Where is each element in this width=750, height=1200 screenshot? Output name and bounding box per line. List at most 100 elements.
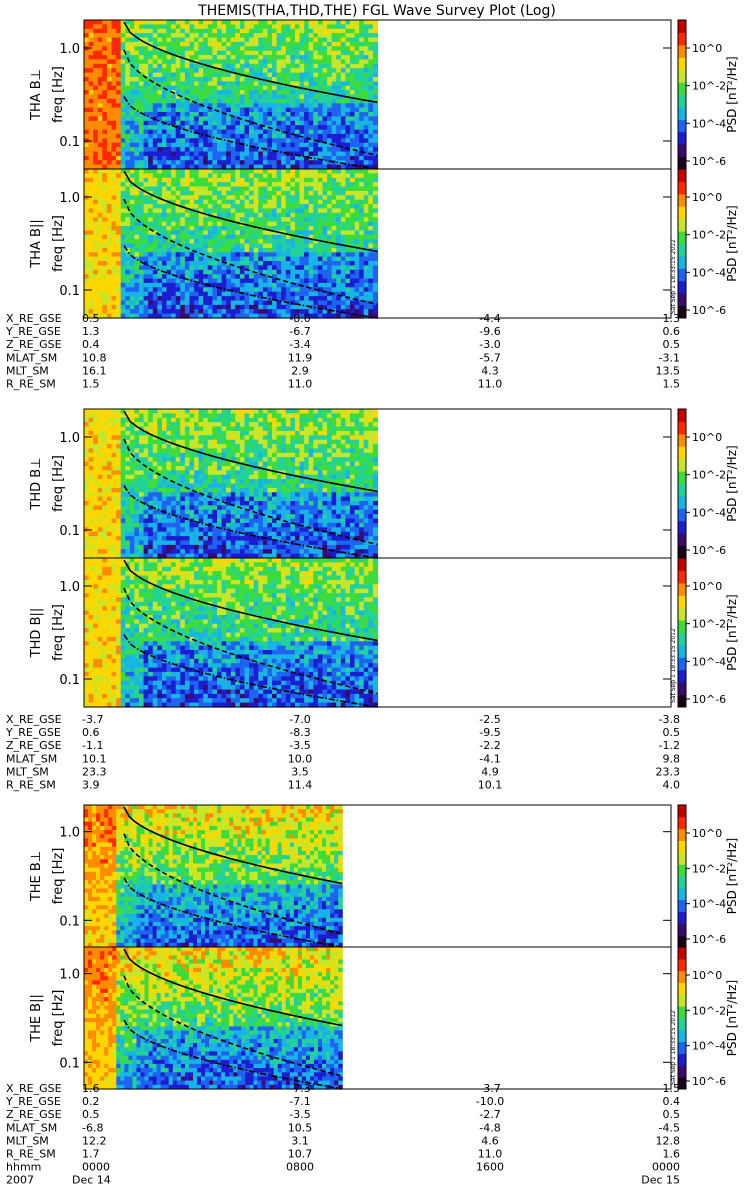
spectrogram-cell (88, 514, 94, 520)
spectrogram-cell (203, 252, 209, 258)
spectrogram-cell (97, 98, 103, 104)
colorbar-label: PSD [nT²/Hz] (725, 205, 739, 281)
spectrogram-cell (322, 37, 328, 43)
spectrogram-cell (125, 239, 131, 245)
spectrogram-cell (148, 457, 154, 463)
spectrogram-cell (84, 55, 90, 61)
spectrogram-cell (230, 68, 236, 74)
spectrogram-cell (139, 287, 145, 293)
spectrogram-cell (184, 41, 191, 47)
spectrogram-cell (372, 221, 379, 227)
spectrogram-cell (194, 269, 200, 275)
spectrogram-cell (354, 20, 360, 25)
spectrogram-cell (327, 151, 333, 157)
spectrogram-cell (143, 549, 149, 555)
spectrogram-cell (93, 94, 99, 100)
spectrogram-cell (308, 204, 314, 210)
spectrogram-cell (304, 63, 310, 69)
spectrogram-cell (157, 417, 163, 423)
spectrogram-cell (166, 151, 172, 157)
spectrogram-cell (106, 444, 113, 450)
spectrogram-cell (345, 300, 351, 306)
spectrogram-cell (93, 234, 99, 240)
spectrogram-cell (249, 208, 255, 214)
spectrogram-cell (198, 217, 204, 223)
spectrogram-cell (180, 261, 186, 266)
spectrogram-cell (125, 252, 131, 258)
spectrogram-cell (143, 287, 149, 293)
spectrogram-cell (106, 509, 113, 515)
spectrogram-cell (207, 234, 213, 240)
spectrogram-cell (281, 243, 287, 249)
spectrogram-cell (166, 208, 172, 214)
spectrogram-cell (217, 243, 223, 249)
spectrogram-cell (129, 544, 136, 550)
spectrogram-cell (235, 129, 241, 135)
spectrogram-cell (84, 41, 90, 47)
spectrogram-cell (372, 182, 379, 188)
spectrogram-cell (249, 252, 255, 258)
spectrogram-cell (116, 94, 122, 100)
spectrogram-cell (129, 522, 136, 528)
spectrogram-cell (313, 234, 319, 240)
spectrogram-cell (253, 116, 259, 122)
spectrogram-cell (152, 90, 158, 96)
spectrogram-cell (97, 501, 103, 506)
spectrogram-cell (262, 256, 269, 262)
spectrogram-cell (180, 120, 186, 126)
spectrogram-cell (143, 182, 149, 188)
spectrogram-cell (203, 59, 209, 65)
spectrogram-cell (97, 487, 103, 493)
spectrogram-cell (148, 85, 154, 91)
spectrogram-cell (230, 309, 236, 315)
spectrogram-cell (249, 160, 255, 166)
spectrogram-cell (212, 243, 218, 249)
spectrogram-cell (368, 41, 374, 47)
spectrogram-cell (207, 291, 213, 297)
spectrogram-cell (180, 247, 186, 253)
tha-bperp-label: THA B⊥ (29, 69, 44, 121)
spectrogram-cell (217, 208, 223, 214)
spectrogram-cell (148, 300, 154, 306)
spectrogram-cell (299, 147, 305, 153)
spectrogram-cell (354, 313, 360, 319)
spectrogram-cell (139, 435, 145, 441)
spectrogram-cell (359, 120, 365, 126)
spectrogram-cell (134, 282, 140, 288)
spectrogram-cell (221, 90, 227, 96)
spectrogram-cell (354, 98, 360, 104)
spectrogram-cell (317, 72, 324, 78)
spectrogram-cell (198, 116, 204, 122)
spectrogram-cell (226, 77, 232, 82)
spectrogram-cell (235, 291, 241, 297)
spectrogram-cell (180, 164, 186, 170)
spectrogram-cell (203, 103, 209, 109)
spectrogram-cell (152, 492, 158, 498)
spectrogram-cell (304, 217, 310, 223)
spectrogram-cell (230, 195, 236, 201)
spectrogram-cell (262, 269, 269, 275)
spectrogram-cell (345, 309, 351, 315)
spectrogram-cell (97, 430, 103, 436)
spectrogram-cell (180, 155, 186, 161)
spectrogram-cell (120, 41, 126, 47)
spectrogram-cell (180, 256, 186, 262)
spectrogram-cell (116, 448, 122, 454)
spectrogram-cell (125, 265, 131, 271)
spectrogram-cell (102, 182, 108, 188)
spectrogram-cell (111, 212, 117, 218)
spectrogram-cell (217, 221, 223, 227)
spectrogram-cell (157, 234, 163, 240)
spectrogram-cell (276, 261, 282, 266)
spectrogram-cell (129, 457, 136, 463)
spectrogram-cell (116, 55, 122, 61)
spectrogram-cell (189, 147, 195, 153)
spectrogram-cell (359, 243, 365, 249)
spectrogram-cell (194, 155, 200, 161)
spectrogram-cell (308, 221, 314, 227)
spectrogram-cell (368, 142, 374, 148)
spectrogram-cell (336, 169, 342, 174)
spectrogram-cell (354, 204, 360, 210)
spectrogram-cell (317, 59, 324, 65)
spectrogram-cell (134, 177, 140, 183)
